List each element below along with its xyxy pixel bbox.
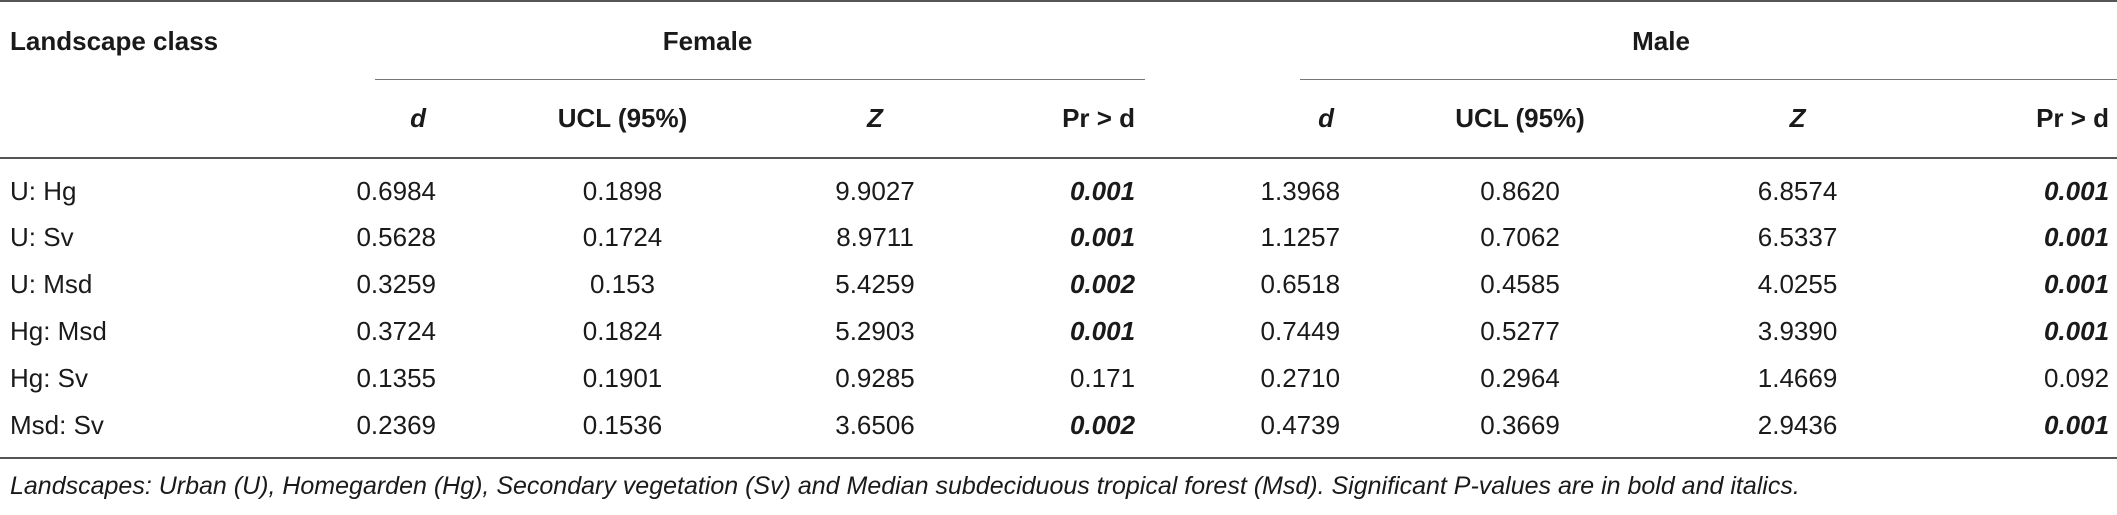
cell-male-z: 2.9436 xyxy=(1757,410,1838,440)
cell-female-d: 0.1355 xyxy=(356,363,436,393)
cell-female-pr: 0.002 xyxy=(1069,410,1136,440)
cell-male-ucl: 0.5277 xyxy=(1480,316,1560,346)
row-label: U: Msd xyxy=(10,269,93,299)
row-label: U: Sv xyxy=(10,222,74,252)
cell-female-z: 3.6506 xyxy=(835,410,915,440)
cell-male-d: 0.2710 xyxy=(1260,363,1341,393)
group-label-female: Female xyxy=(662,25,753,56)
stub-header-blank xyxy=(0,80,270,158)
cell-female-z: 0.9285 xyxy=(835,363,915,393)
cell-female-ucl: 0.1724 xyxy=(582,222,663,252)
table-row: U: Sv 0.5628 0.1724 8.9711 0.001 1.1257 0.7062… xyxy=(0,214,2117,261)
cell-male-ucl: 0.4585 xyxy=(1480,269,1560,299)
cell-male-pr: 0.001 xyxy=(2043,222,2110,252)
results-table-container: Landscape class Female Male d UCL (95%) … xyxy=(0,1,2117,458)
cell-male-pr: 0.001 xyxy=(2043,269,2110,299)
cell-female-ucl: 0.1536 xyxy=(582,410,663,440)
table-row: Hg: Sv 0.1355 0.1901 0.9285 0.171 0.2710 0.296… xyxy=(0,355,2117,402)
cell-female-z: 5.2903 xyxy=(835,316,915,346)
row-label: Msd: Sv xyxy=(10,410,104,440)
cell-male-d: 0.6518 xyxy=(1260,269,1341,299)
cell-male-ucl: 0.2964 xyxy=(1480,363,1560,393)
cell-male-pr: 0.001 xyxy=(2043,410,2110,440)
col-male-ucl: UCL (95%) xyxy=(1455,103,1585,133)
cell-male-pr: 0.001 xyxy=(2043,316,2110,346)
cell-female-pr: 0.001 xyxy=(1069,316,1136,346)
cell-male-z: 6.8574 xyxy=(1757,176,1838,206)
cell-female-z: 8.9711 xyxy=(836,222,914,252)
row-label: U: Hg xyxy=(10,176,77,206)
table-row: U: Hg 0.6984 0.1898 9.9027 0.001 1.3968 0.8620… xyxy=(0,158,2117,214)
cell-male-ucl: 0.3669 xyxy=(1480,410,1560,440)
cell-female-d: 0.3724 xyxy=(356,316,436,346)
cell-female-z: 9.9027 xyxy=(835,176,915,206)
cell-female-d: 0.2369 xyxy=(356,410,436,440)
group-header-male: Male xyxy=(1175,1,2117,80)
cell-male-pr: 0.001 xyxy=(2043,176,2110,206)
cell-female-ucl: 0.1898 xyxy=(582,176,663,206)
table-footnote: Landscapes: Urban (U), Homegarden (Hg), … xyxy=(10,472,1800,500)
stub-header: Landscape class xyxy=(10,25,219,56)
col-female-z: Z xyxy=(867,103,883,133)
results-table: Landscape class Female Male d UCL (95%) … xyxy=(0,1,2117,458)
group-header-row: Landscape class Female Male xyxy=(0,1,2117,80)
group-label-male: Male xyxy=(1632,25,1690,56)
cell-female-ucl: 0.1901 xyxy=(582,363,663,393)
cell-male-d: 1.3968 xyxy=(1260,176,1341,206)
col-male-z: Z xyxy=(1789,103,1806,133)
table-row: Hg: Msd 0.3724 0.1824 5.2903 0.001 0.7449 0.52… xyxy=(0,308,2117,355)
table-body: U: Hg 0.6984 0.1898 9.9027 0.001 1.3968 0.8620… xyxy=(0,158,2117,458)
cell-male-d: 0.4739 xyxy=(1260,410,1341,440)
cell-male-pr: 0.092 xyxy=(2043,363,2110,393)
cell-male-d: 0.7449 xyxy=(1260,316,1341,346)
table-row: Msd: Sv 0.2369 0.1536 3.6506 0.002 0.4739 0.36… xyxy=(0,402,2117,458)
cell-male-ucl: 0.7062 xyxy=(1480,222,1560,252)
group-header-female: Female xyxy=(270,1,1175,80)
cell-male-z: 1.4669 xyxy=(1757,363,1838,393)
cell-female-pr: 0.001 xyxy=(1069,222,1136,252)
col-female-ucl: UCL (95%) xyxy=(557,103,688,133)
cell-female-d: 0.3259 xyxy=(356,269,436,299)
group-rule-female xyxy=(375,79,1146,80)
cell-female-ucl: 0.1824 xyxy=(582,316,663,346)
col-male-d: d xyxy=(1318,103,1335,133)
cell-female-ucl: 0.153 xyxy=(589,269,656,299)
cell-female-z: 5.4259 xyxy=(835,269,915,299)
cell-male-z: 4.0255 xyxy=(1757,269,1838,299)
cell-female-d: 0.5628 xyxy=(356,222,436,252)
cell-male-z: 6.5337 xyxy=(1757,222,1838,252)
table-row: U: Msd 0.3259 0.153 5.4259 0.002 0.6518 0.4585… xyxy=(0,261,2117,308)
cell-female-d: 0.6984 xyxy=(356,176,436,206)
col-female-d: d xyxy=(410,103,426,133)
row-label: Hg: Msd xyxy=(10,316,107,346)
cell-male-d: 1.1257 xyxy=(1260,222,1341,252)
cell-female-pr: 0.002 xyxy=(1069,269,1136,299)
group-rule-male xyxy=(1300,79,2117,80)
cell-female-pr: 0.001 xyxy=(1069,176,1136,206)
cell-male-z: 3.9390 xyxy=(1757,316,1838,346)
cell-female-pr: 0.171 xyxy=(1069,363,1136,393)
cell-male-ucl: 0.8620 xyxy=(1480,176,1560,206)
col-female-pr: Pr > d xyxy=(1062,103,1136,133)
col-male-pr: Pr > d xyxy=(2036,103,2110,133)
row-label: Hg: Sv xyxy=(10,363,89,393)
column-header-row: d UCL (95%) Z Pr > d d UCL (95%) Z Pr > … xyxy=(0,80,2117,158)
